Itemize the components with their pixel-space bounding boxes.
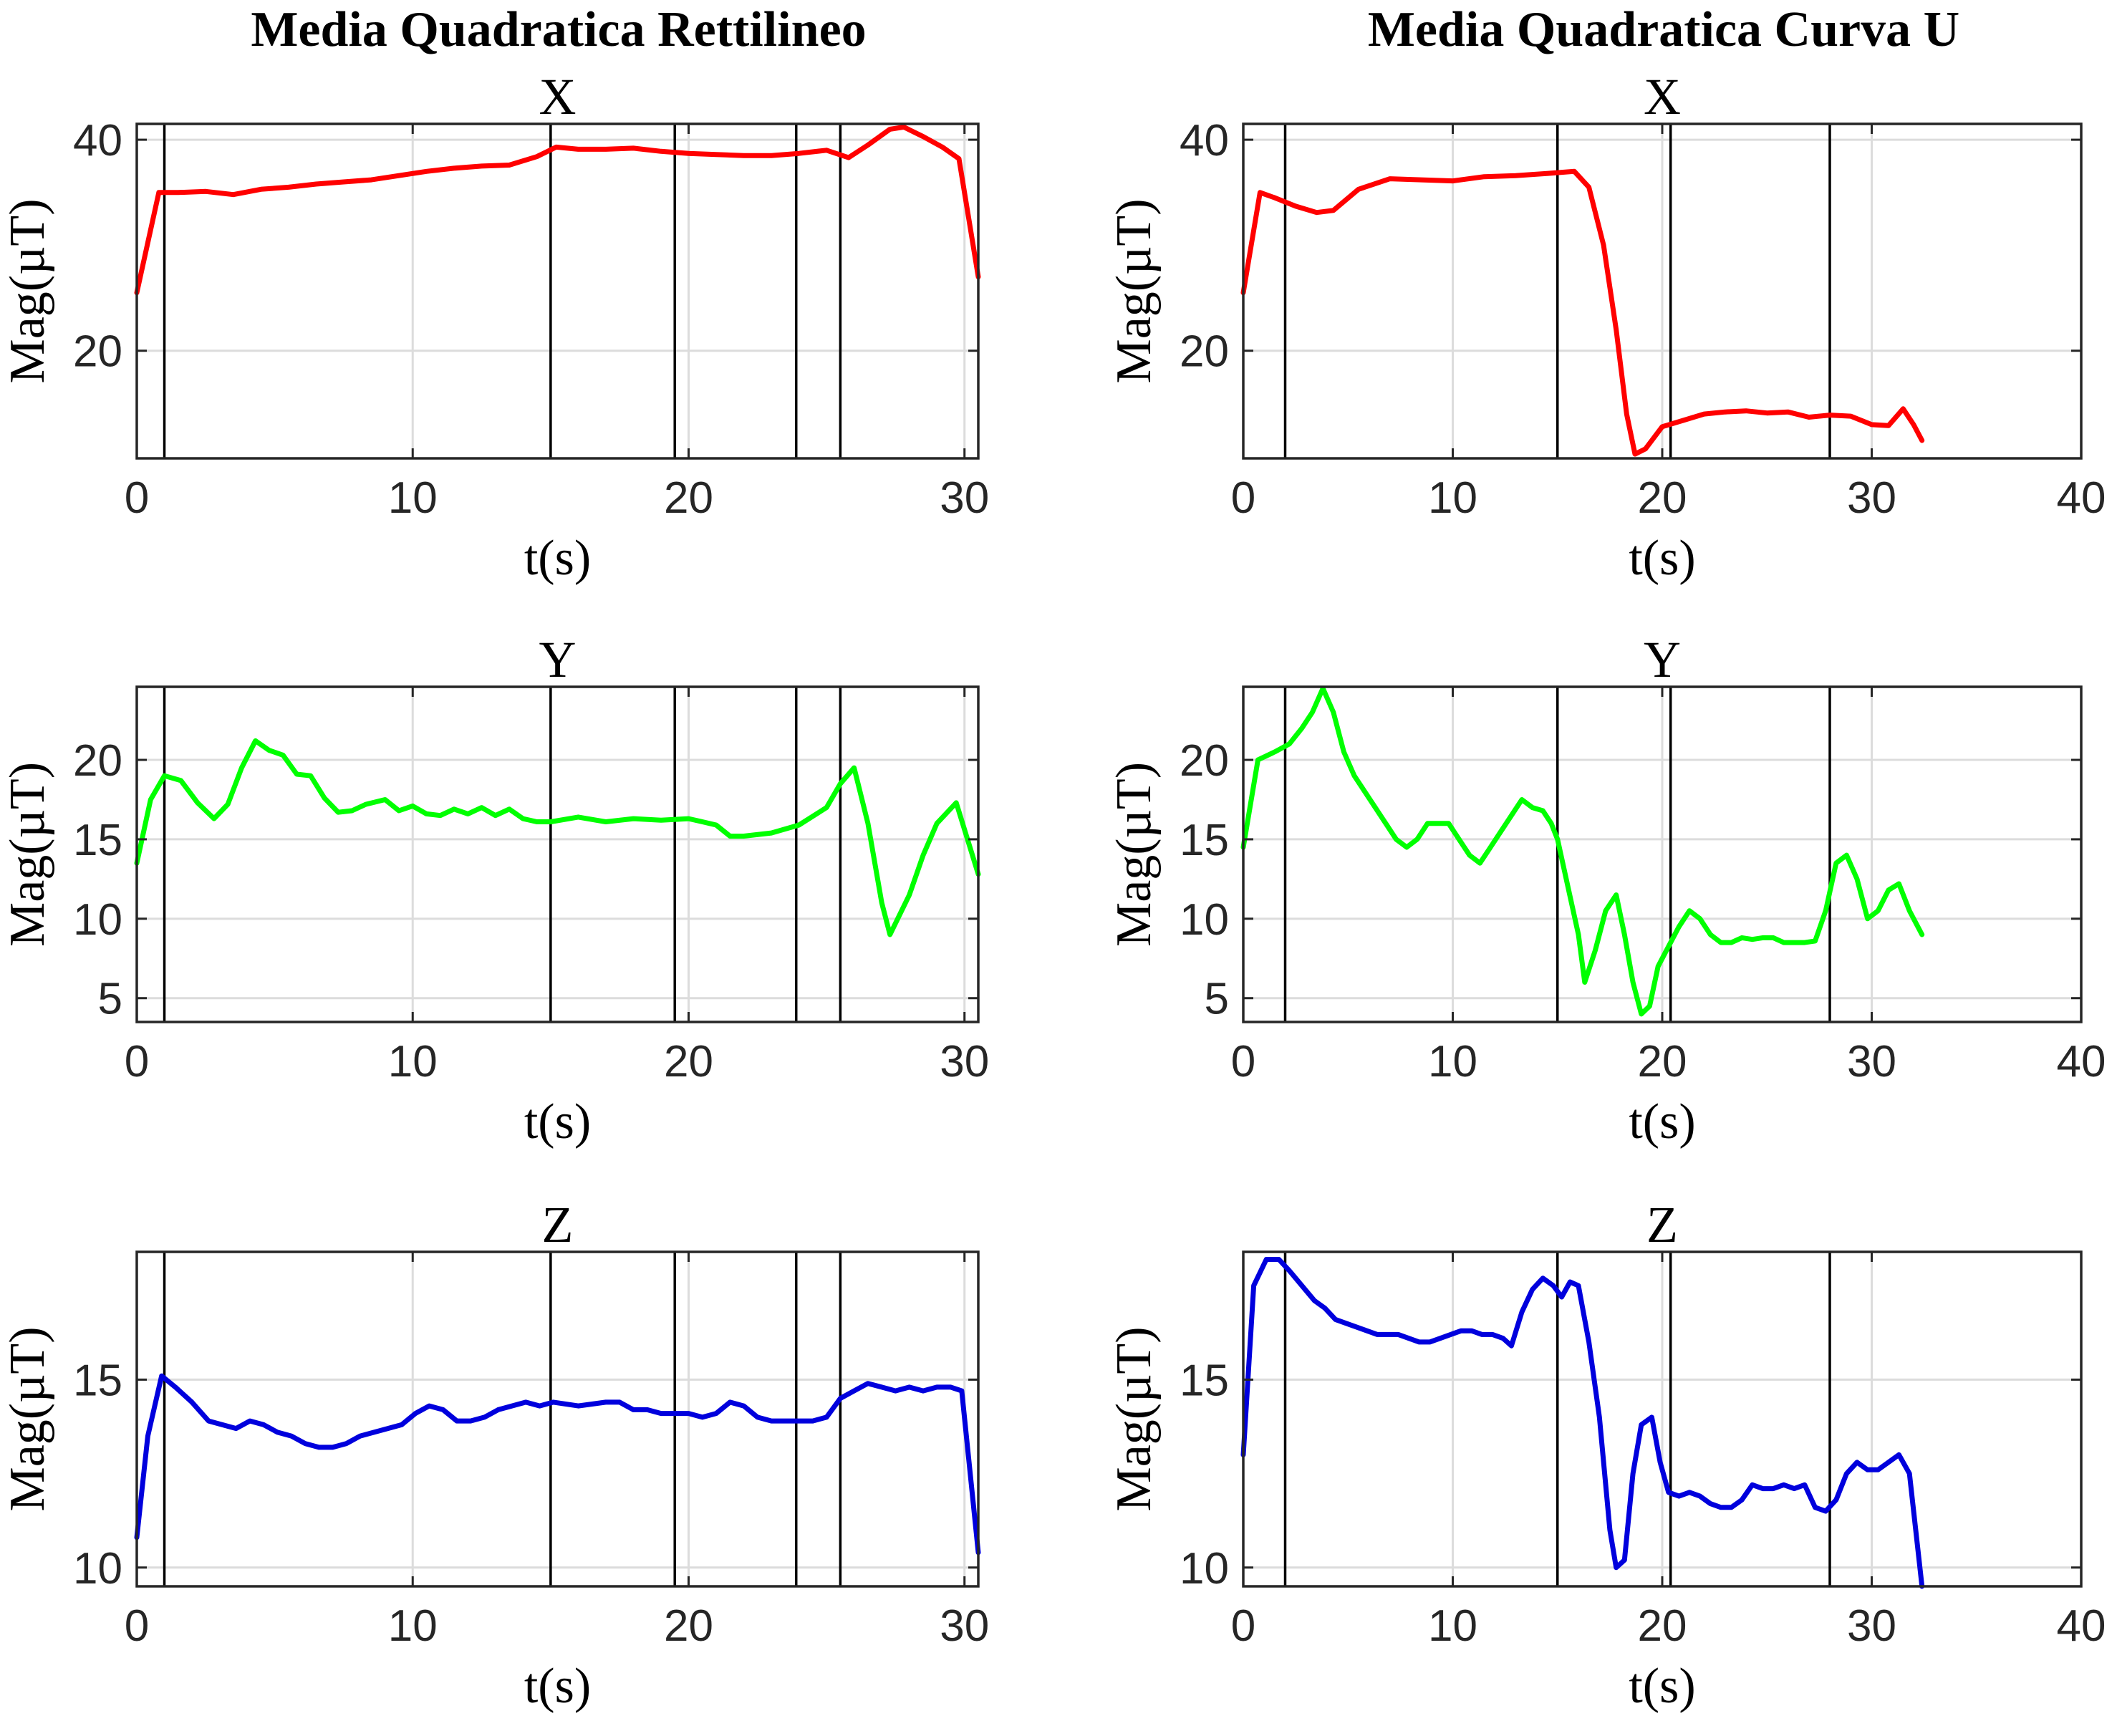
x-tick-label: 20	[1638, 1601, 1687, 1651]
x-axis-label: t(s)	[1629, 1659, 1695, 1714]
series-line	[134, 124, 981, 296]
plot-area	[137, 124, 978, 458]
y-tick-label: 10	[1180, 1544, 1229, 1593]
x-tick-label: 30	[940, 1037, 989, 1086]
x-tick-label: 0	[125, 1037, 149, 1086]
axis-title: Y	[539, 631, 577, 688]
x-tick-label: 40	[2057, 473, 2106, 523]
x-tick-label: 40	[2057, 1037, 2106, 1086]
series-line	[1240, 685, 1925, 1017]
x-tick-label: 10	[1428, 1601, 1477, 1651]
chart-panel-4: 0 10 20 30 40 5 10 15 20 Yt(s) Mag(µT)	[1106, 631, 2106, 1149]
series-line	[1240, 168, 1925, 457]
x-tick-label: 0	[1231, 1601, 1255, 1651]
axes-box	[135, 122, 980, 460]
x-tick-label: 40	[2057, 1601, 2106, 1651]
x-tick-label: 10	[388, 1037, 438, 1086]
x-tick-label: 20	[664, 473, 713, 523]
x-axis-label: t(s)	[524, 531, 591, 586]
y-axis-label: Mag(µT)	[0, 762, 55, 947]
y-tick-label: 20	[1180, 736, 1229, 786]
axes-box	[135, 1250, 980, 1588]
y-tick-label: 15	[1180, 1356, 1229, 1405]
axis-title: Z	[1646, 1196, 1678, 1253]
axis-title: Y	[1644, 631, 1681, 688]
axes-box	[135, 685, 980, 1023]
x-tick-label: 0	[125, 1601, 149, 1651]
y-tick-label: 15	[73, 816, 122, 865]
y-tick-label: 10	[1180, 895, 1229, 945]
x-tick-label: 20	[1638, 1037, 1687, 1086]
x-tick-label: 0	[1231, 473, 1255, 523]
axis-title: X	[1644, 68, 1681, 125]
plot-area	[137, 1252, 978, 1586]
y-tick-label: 15	[73, 1356, 122, 1405]
x-tick-label: 0	[1231, 1037, 1255, 1086]
x-tick-label: 10	[1428, 1037, 1477, 1086]
x-tick-label: 30	[940, 473, 989, 523]
plot-area	[137, 687, 978, 1022]
x-axis-label: t(s)	[524, 1094, 591, 1149]
x-tick-label: 10	[388, 473, 438, 523]
x-tick-label: 10	[1428, 473, 1477, 523]
y-axis-label: Mag(µT)	[0, 198, 55, 383]
axis-title: X	[539, 68, 577, 125]
x-tick-label: 30	[940, 1601, 989, 1651]
y-tick-label: 40	[1180, 116, 1229, 165]
x-tick-label: 30	[1847, 473, 1896, 523]
chart-panel-3: 0 10 20 30 5 10 15 20 Yt(s) Mag(µT)	[0, 631, 989, 1149]
axis-title: Z	[542, 1196, 574, 1253]
series-line	[134, 1373, 981, 1556]
y-tick-label: 20	[1180, 327, 1229, 377]
x-tick-label: 10	[388, 1601, 438, 1651]
y-tick-label: 40	[73, 116, 122, 165]
chart-panel-1: 0 10 20 30 20 40 Xt(s) Mag(µT)	[0, 68, 989, 586]
x-axis-label: t(s)	[524, 1659, 591, 1714]
y-tick-label: 10	[73, 1544, 122, 1593]
x-tick-label: 30	[1847, 1037, 1896, 1086]
y-tick-label: 20	[73, 327, 122, 377]
column-title-right: Media Quadratica Curva U	[1368, 2, 1959, 57]
series-line	[1240, 1257, 1925, 1589]
y-tick-label: 5	[1205, 975, 1229, 1024]
chart-panel-2: 0 10 20 30 40 20 40 Xt(s) Mag(µT)	[1106, 68, 2106, 586]
y-tick-label: 10	[73, 895, 122, 945]
series-line	[134, 738, 981, 937]
x-tick-label: 20	[1638, 473, 1687, 523]
x-axis-label: t(s)	[1629, 531, 1695, 586]
x-axis-label: t(s)	[1629, 1094, 1695, 1149]
y-axis-label: Mag(µT)	[1106, 198, 1162, 383]
y-tick-label: 15	[1180, 816, 1229, 865]
column-title-left: Media Quadratica Rettilineo	[251, 2, 866, 57]
y-tick-label: 20	[73, 736, 122, 786]
x-tick-label: 30	[1847, 1601, 1896, 1651]
x-tick-label: 20	[664, 1601, 713, 1651]
y-axis-label: Mag(µT)	[1106, 762, 1162, 947]
x-tick-label: 0	[125, 473, 149, 523]
y-axis-label: Mag(µT)	[0, 1326, 55, 1511]
y-axis-label: Mag(µT)	[1106, 1326, 1162, 1511]
x-tick-label: 20	[664, 1037, 713, 1086]
y-tick-label: 5	[98, 975, 122, 1024]
